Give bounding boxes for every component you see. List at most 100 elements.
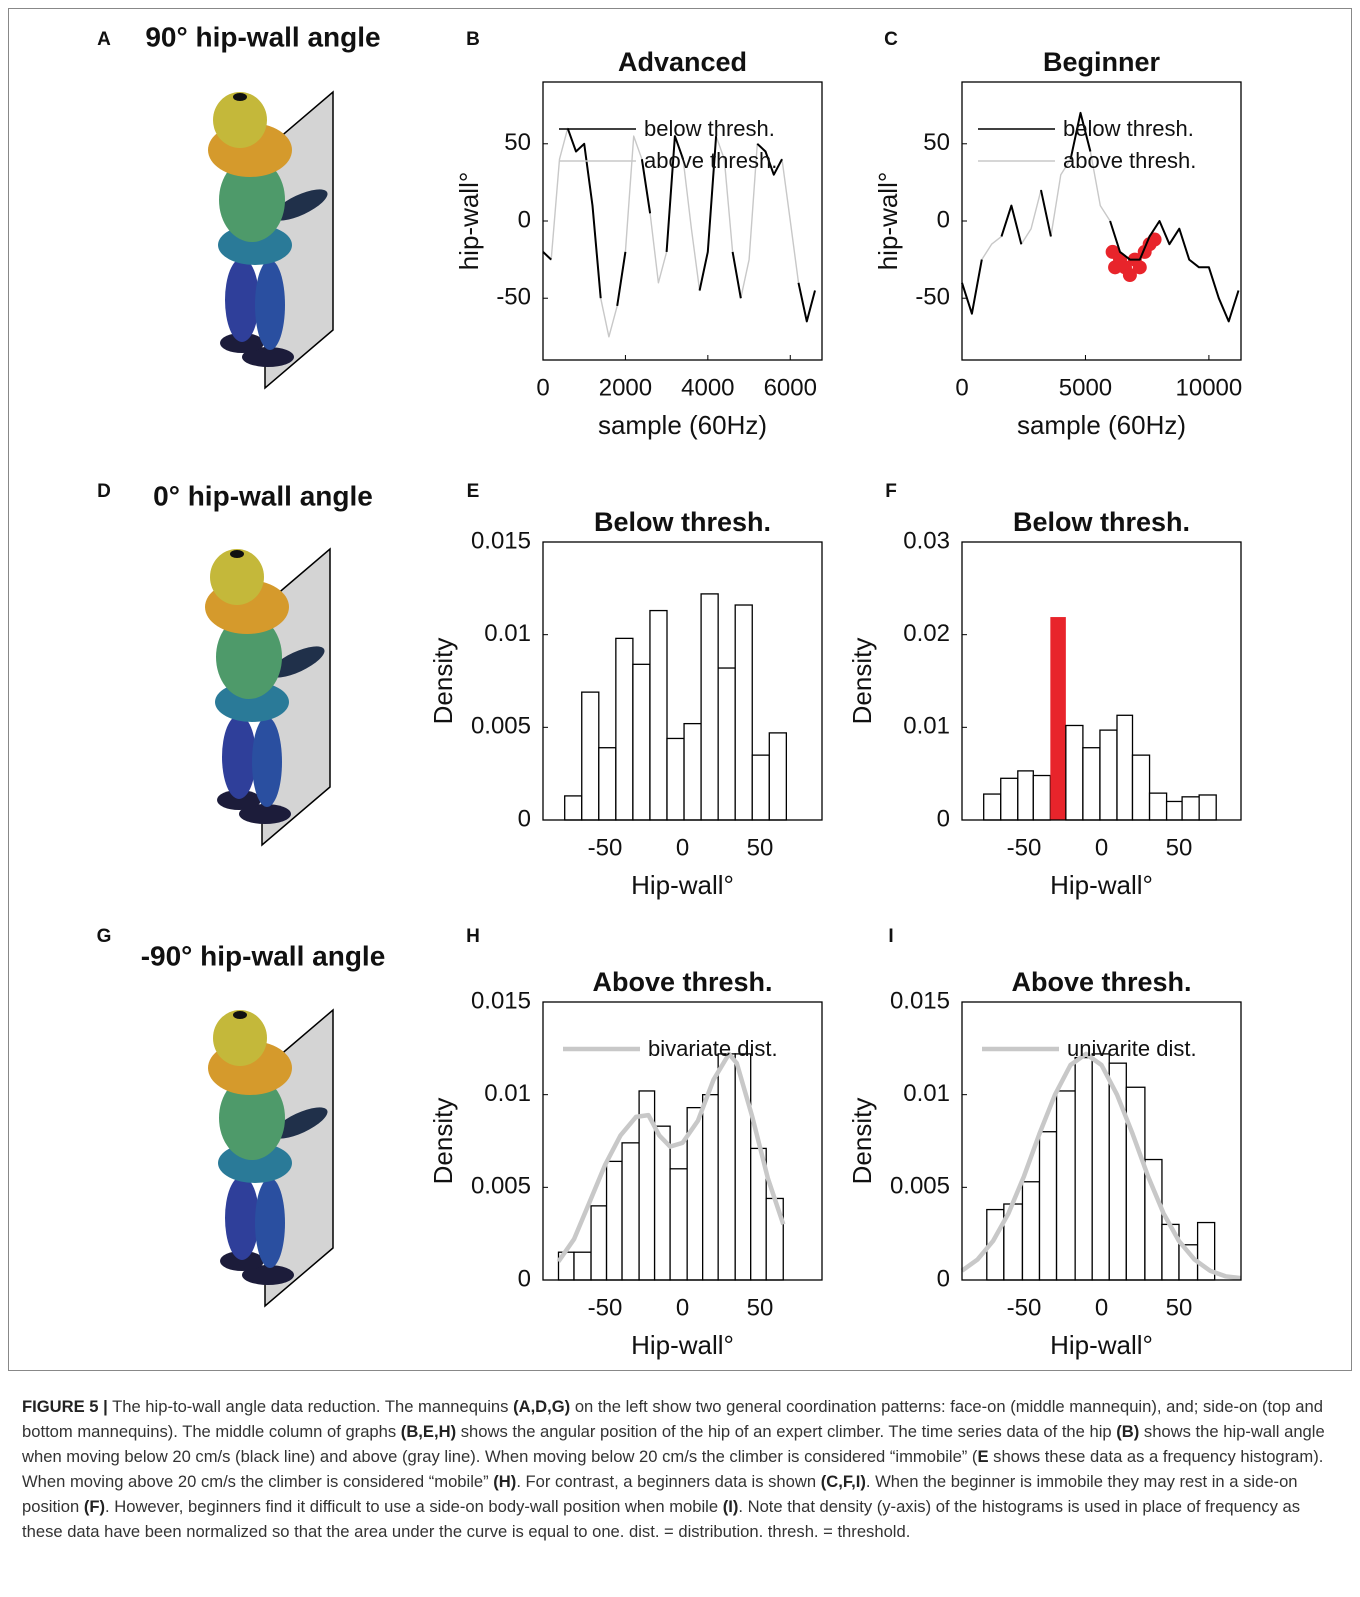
- x-tick-label: 50: [1166, 1294, 1193, 1321]
- caption-text: on the left show two general coordinatio…: [22, 1397, 1323, 1441]
- caption-text: (I): [722, 1497, 739, 1516]
- chart-title: Beginner: [1043, 47, 1161, 77]
- x-axis-label: Hip-wall°: [1050, 870, 1153, 900]
- histogram-bar: [702, 1094, 719, 1281]
- y-tick-label: 0: [937, 1265, 950, 1292]
- panel-label: H: [466, 926, 480, 947]
- data-line: [961, 112, 1240, 323]
- x-axis-label: Hip-wall°: [1050, 1330, 1153, 1360]
- x-tick-label: 0: [536, 374, 549, 401]
- caption: FIGURE 5 | The hip-to-wall angle data re…: [22, 1394, 1332, 1544]
- histogram-bar: [1198, 794, 1217, 821]
- histogram-bar: [1148, 792, 1168, 821]
- y-tick-label: 0.015: [471, 527, 531, 554]
- y-tick-label: 50: [504, 129, 531, 156]
- mannequin-title: 0° hip-wall angle: [153, 480, 373, 511]
- histogram-bar: [1032, 774, 1052, 821]
- histogram-bar: [1021, 1181, 1041, 1281]
- y-tick-label: 0: [937, 805, 950, 832]
- legend-label: univarite dist.: [1067, 1036, 1197, 1061]
- histogram-bar: [564, 795, 583, 821]
- y-tick-label: 0.015: [890, 987, 950, 1014]
- histogram-bar: [1017, 770, 1034, 821]
- y-tick-label: 0.02: [903, 620, 950, 647]
- x-tick-label: 5000: [1059, 374, 1112, 401]
- data-line: [961, 111, 1240, 323]
- histogram-bar: [581, 691, 600, 821]
- histogram-bar: [669, 1168, 688, 1281]
- y-tick-label: 0.005: [471, 713, 531, 740]
- caption-text: (C,F,I): [820, 1472, 866, 1491]
- mannequin-title: -90° hip-wall angle: [141, 940, 386, 971]
- chart-title: Above thresh.: [592, 967, 772, 997]
- y-tick-label: 0.005: [471, 1173, 531, 1200]
- figure-border: [8, 8, 1352, 1371]
- x-tick-label: 0: [676, 1294, 689, 1321]
- y-tick-label: -50: [915, 284, 950, 311]
- y-axis-label: Density: [428, 1098, 458, 1185]
- caption-text: shows the hip-wall angle when moving bel…: [22, 1422, 1325, 1466]
- x-axis-label: Hip-wall°: [631, 1330, 734, 1360]
- panel-label: F: [885, 481, 897, 502]
- histogram-bar: [1074, 1056, 1093, 1281]
- y-tick-label: 0.015: [471, 987, 531, 1014]
- histogram-bar: [666, 737, 685, 821]
- mannequin-title: 90° hip-wall angle: [145, 21, 380, 52]
- data-line: [960, 1051, 1242, 1281]
- axes-frame: [542, 81, 823, 361]
- panel-label: C: [884, 29, 898, 50]
- caption-text: FIGURE 5 |: [22, 1397, 108, 1416]
- y-axis-label: Density: [847, 1098, 877, 1185]
- histogram-bar: [598, 747, 617, 821]
- caption-text: (H): [493, 1472, 517, 1491]
- x-tick-label: 50: [1166, 834, 1193, 861]
- caption-text: (A,D,G): [513, 1397, 571, 1416]
- y-tick-label: 0: [518, 805, 531, 832]
- legend-label: below thresh.: [644, 116, 775, 141]
- histogram-bar: [653, 1125, 671, 1281]
- y-tick-label: 0.01: [484, 1080, 531, 1107]
- y-tick-label: 0.01: [903, 1080, 950, 1107]
- y-axis-label: hip-wall°: [454, 172, 484, 271]
- y-axis-label: Density: [428, 638, 458, 725]
- histogram-bar: [1131, 754, 1151, 821]
- caption-text: E: [977, 1447, 989, 1466]
- x-tick-label: 10000: [1176, 374, 1243, 401]
- histogram-bar: [615, 637, 634, 821]
- chart-title: Above thresh.: [1011, 967, 1191, 997]
- x-tick-label: 0: [1095, 1294, 1108, 1321]
- scatter-point: [1132, 260, 1147, 275]
- legend-label: bivariate dist.: [648, 1036, 778, 1061]
- legend-label: above thresh.: [1063, 148, 1196, 173]
- scatter-point: [1122, 268, 1137, 283]
- mannequin: [207, 1009, 334, 1307]
- histogram-bar: [1055, 1090, 1076, 1281]
- caption-text: The hip-to-wall angle data reduction. Th…: [107, 1397, 514, 1416]
- y-tick-label: 0.01: [484, 620, 531, 647]
- histogram-bar: [621, 1142, 640, 1281]
- x-tick-label: 0: [1095, 834, 1108, 861]
- x-axis-label: sample (60Hz): [1017, 410, 1186, 440]
- panel-label: A: [97, 29, 111, 50]
- x-tick-label: 2000: [599, 374, 652, 401]
- x-tick-label: 0: [676, 834, 689, 861]
- histogram-bar: [983, 793, 1002, 821]
- histogram-bar: [1099, 729, 1118, 821]
- y-tick-label: 0: [518, 1265, 531, 1292]
- caption-text: . Note that density (y-axis) of the hist…: [22, 1497, 1301, 1541]
- panel-label: B: [466, 29, 480, 50]
- caption-text: (F): [83, 1497, 106, 1516]
- histogram-bar: [717, 667, 736, 821]
- histogram-bar: [1116, 714, 1134, 821]
- panel-label: I: [888, 926, 893, 947]
- x-tick-label: -50: [1007, 1294, 1042, 1321]
- x-axis-label: Hip-wall°: [631, 870, 734, 900]
- mannequin: [207, 91, 334, 389]
- y-tick-label: -50: [496, 284, 531, 311]
- histogram-bar: [700, 593, 719, 821]
- panel-label: E: [467, 481, 480, 502]
- histogram-bar: [1165, 800, 1183, 821]
- histogram-bar: [1082, 747, 1101, 821]
- caption-text: . For contrast, a beginners data is show…: [516, 1472, 821, 1491]
